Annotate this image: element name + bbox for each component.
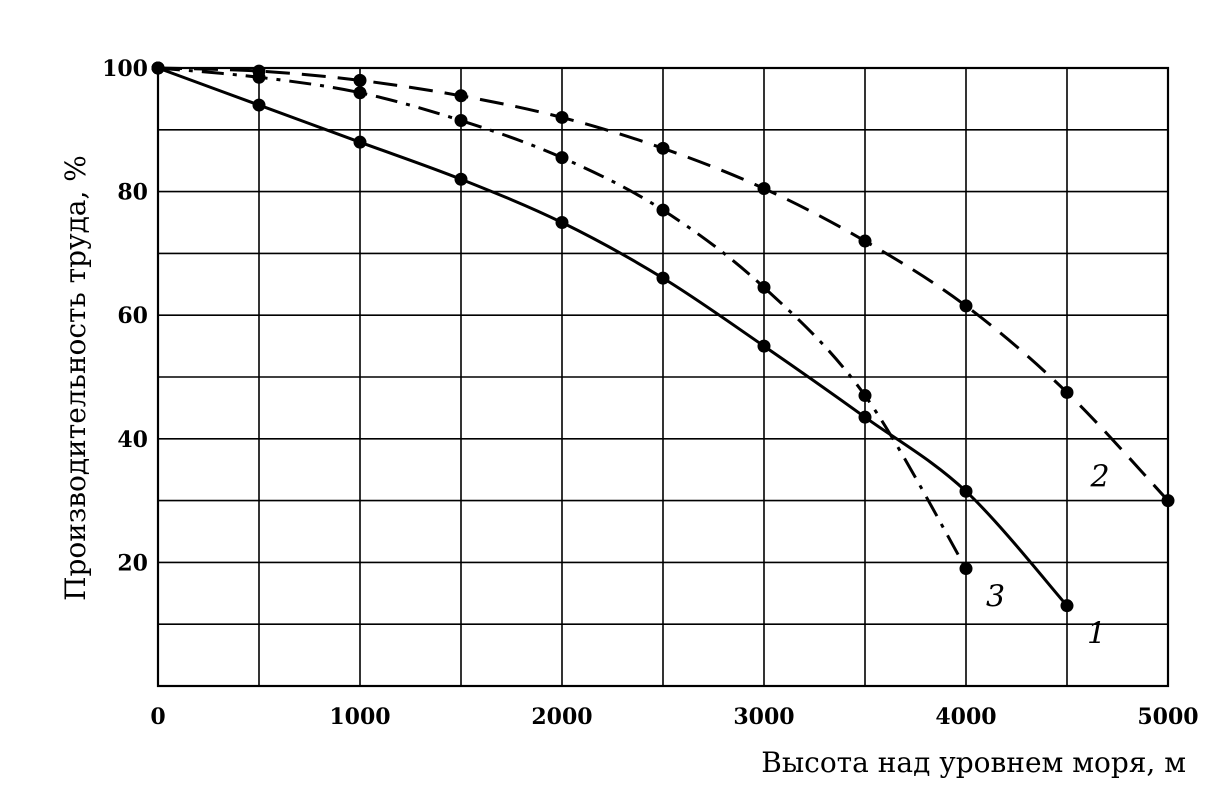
y-tick-label: 100	[102, 56, 148, 82]
data-point	[252, 98, 266, 112]
data-point	[454, 89, 468, 103]
x-tick-label: 2000	[531, 704, 592, 730]
data-point	[454, 172, 468, 186]
grid	[158, 68, 1168, 686]
data-point	[959, 484, 973, 498]
series-3: 3	[151, 61, 1005, 615]
data-point	[555, 110, 569, 124]
data-point	[555, 216, 569, 229]
data-point	[959, 562, 973, 576]
data-point	[757, 339, 771, 353]
data-point	[959, 299, 973, 313]
plot-frame	[156, 66, 1170, 688]
data-point	[858, 410, 872, 424]
x-tick-label: 5000	[1137, 704, 1198, 730]
y-axis-title: Производительность труда, %	[59, 155, 92, 601]
series-line	[157, 66, 968, 570]
data-point	[757, 182, 771, 196]
data-point	[1060, 599, 1074, 613]
x-tick-label: 3000	[733, 704, 794, 730]
data-point	[858, 389, 872, 403]
series-label: 2	[1089, 460, 1109, 495]
series-layer: 1 2 3	[151, 61, 1175, 652]
series-label: 1	[1087, 617, 1106, 652]
data-point	[252, 70, 266, 84]
y-tick-label: 60	[117, 303, 148, 329]
data-point	[151, 61, 165, 75]
x-tick-label: 1000	[329, 704, 390, 730]
data-point	[353, 135, 367, 149]
x-axis-title: Высота над уровнем моря, м	[761, 746, 1186, 779]
data-point	[656, 141, 670, 155]
x-tick-label: 0	[150, 704, 165, 730]
data-point	[656, 271, 670, 285]
y-tick-label: 40	[117, 427, 148, 453]
x-tick-label: 4000	[935, 704, 996, 730]
data-point	[555, 151, 569, 165]
data-point	[757, 280, 771, 294]
series-line	[157, 66, 1069, 607]
data-point	[353, 73, 367, 87]
series-label: 3	[986, 580, 1005, 615]
tick-labels: 0 1000 2000 3000 4000 5000 20 40 60 80 100	[102, 56, 1199, 730]
data-point	[858, 234, 872, 248]
data-point	[1161, 494, 1175, 508]
data-point	[656, 203, 670, 217]
y-tick-label: 20	[117, 550, 148, 576]
data-point	[454, 114, 468, 128]
data-point	[1060, 385, 1074, 399]
y-tick-label: 80	[117, 180, 148, 206]
data-point	[353, 86, 367, 100]
